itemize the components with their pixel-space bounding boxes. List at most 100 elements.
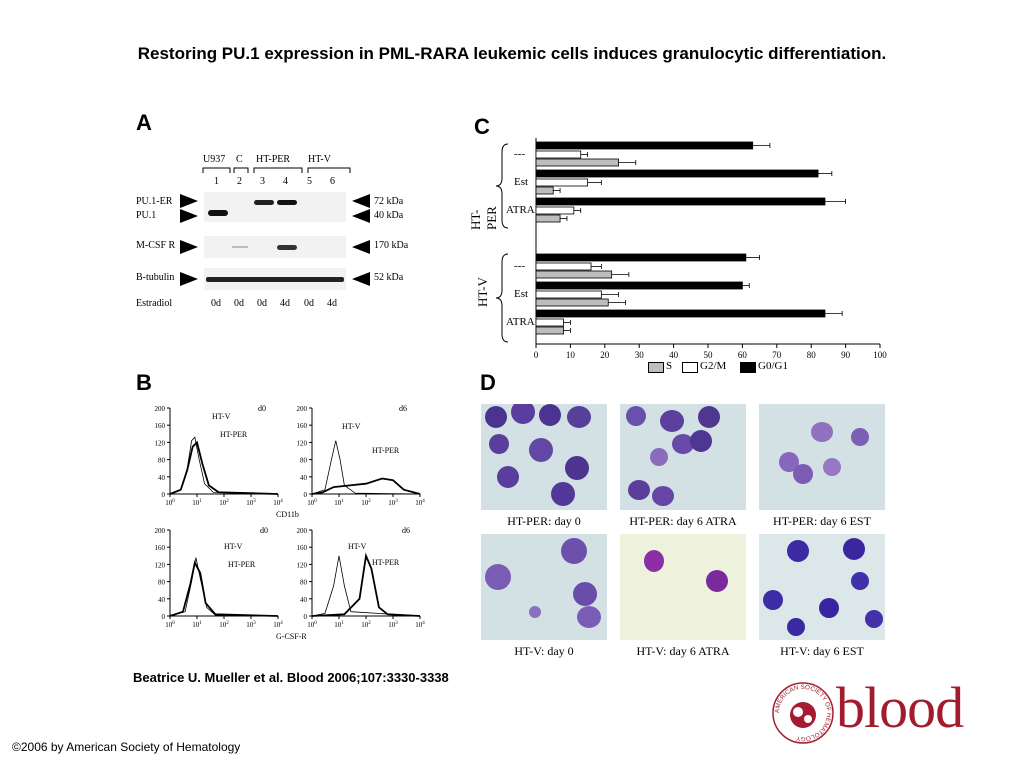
kda-label: 40 kDa — [374, 210, 404, 221]
chart-bar — [535, 150, 582, 159]
flow-x-tick-label: 103 — [388, 499, 398, 507]
flow-histogram-curve — [311, 440, 421, 495]
flow-x-tick-exponent: 0 — [314, 621, 317, 626]
chart-bar — [535, 186, 554, 195]
flow-x-tick-exponent: 3 — [253, 621, 256, 626]
flow-x-tick-label: 103 — [388, 621, 398, 629]
flow-y-tick-label: 120 — [155, 561, 166, 569]
flow-y-tick-label: 40 — [300, 474, 308, 482]
flow-x-tick-label: 103 — [246, 499, 256, 507]
flow-x-tick-label: 100 — [165, 621, 175, 629]
citation: Beatrice U. Mueller et al. Blood 2006;10… — [133, 670, 449, 685]
estradiol-value: 0d — [304, 298, 314, 309]
flow-xaxis-label: CD11b — [276, 510, 299, 519]
band — [254, 200, 274, 205]
chart-bar — [535, 178, 588, 187]
slide-title: Restoring PU.1 expression in PML-RARA le… — [137, 44, 887, 63]
legend-label: G2/M — [700, 360, 727, 372]
flow-x-tick-exponent: 1 — [199, 499, 202, 504]
lane-number: 6 — [330, 176, 335, 187]
flow-histogram-curve — [169, 560, 279, 617]
flow-y-tick-label: 40 — [158, 596, 166, 604]
chart-bar — [535, 270, 613, 279]
flow-y-tick-label: 160 — [155, 422, 166, 430]
flow-histogram-curve — [169, 440, 279, 495]
blot-row-label: M-CSF R — [136, 240, 176, 251]
flow-x-tick-label: 102 — [219, 499, 229, 507]
flow-histogram-curve — [169, 436, 279, 495]
flow-y-tick-label: 40 — [158, 474, 166, 482]
flow-x-tick-label: 104 — [415, 621, 425, 629]
flow-x-tick-exponent: 2 — [368, 499, 371, 504]
chart-bar — [535, 298, 609, 307]
flow-x-tick-exponent: 1 — [341, 499, 344, 504]
band — [206, 277, 344, 282]
flow-series-label: HT-V — [342, 422, 361, 431]
micrograph-htv-day0 — [481, 534, 607, 640]
chart-x-tick-label: 20 — [600, 350, 610, 360]
blot-row-label: B-tubulin — [136, 272, 175, 283]
chart-x-tick-label: 80 — [807, 350, 817, 360]
flow-y-tick-label: 80 — [158, 457, 166, 465]
flow-histogram-curve — [169, 557, 279, 617]
flow-x-tick-exponent: 4 — [280, 621, 283, 626]
flow-y-tick-label: 200 — [297, 527, 308, 535]
ash-seal-icon: AMERICAN SOCIETY OF HEMATOLOGY — [772, 682, 834, 744]
flow-x-tick-exponent: 0 — [172, 499, 175, 504]
legend-swatch-s — [648, 362, 664, 373]
lane-number: 1 — [214, 176, 219, 187]
micrograph-caption: HT-V: day 6 EST — [780, 644, 864, 658]
flow-y-tick-label: 160 — [297, 422, 308, 430]
panel-d-letter: D — [480, 370, 496, 395]
kda-label: 52 kDa — [374, 272, 404, 283]
flow-x-tick-exponent: 2 — [226, 621, 229, 626]
flow-x-tick-exponent: 0 — [314, 499, 317, 504]
blot-strip-tubulin — [204, 268, 346, 290]
chart-bar — [535, 141, 754, 150]
estradiol-value: 4d — [327, 298, 337, 309]
chart-bar — [535, 253, 747, 262]
panel-c-cell-cycle-chart: 0 10 20 30 40 50 60 70 80 90 100 HT-PER HT-V --- E… — [468, 134, 900, 378]
flow-x-tick-label: 104 — [273, 499, 283, 507]
panel-b-flow-histograms: 200 160 120 80 40 0 100 101 102 103 104 200 160 120 80… — [140, 396, 440, 646]
flow-y-tick-label: 40 — [300, 596, 308, 604]
flow-y-tick-label: 0 — [162, 613, 166, 621]
estradiol-value: 0d — [234, 298, 244, 309]
flow-x-tick-exponent: 4 — [280, 499, 283, 504]
panel-c-letter: C — [474, 114, 490, 139]
chart-bar — [535, 206, 575, 215]
blot-group-label: C — [236, 154, 243, 165]
flow-y-tick-label: 200 — [155, 405, 166, 413]
chart-bar — [535, 318, 564, 327]
flow-x-tick-label: 104 — [273, 621, 283, 629]
micrograph-caption: HT-PER: day 6 ATRA — [629, 514, 737, 528]
flow-y-tick-label: 200 — [155, 527, 166, 535]
micrograph-htper-day6-atra — [620, 404, 746, 510]
blot-group-brackets — [202, 167, 351, 173]
blot-group-label: HT-PER — [256, 154, 291, 165]
chart-x-tick-label: 40 — [669, 350, 679, 360]
chart-x-tick-label: 30 — [635, 350, 645, 360]
micrograph-caption: HT-PER: day 6 EST — [773, 514, 871, 528]
chart-row-label: Est — [514, 176, 529, 188]
blot-right-arrows — [352, 194, 370, 286]
chart-bar — [535, 169, 819, 178]
cell-cycle-bars-svg: 0 10 20 30 40 50 60 70 80 90 100 — [495, 138, 887, 360]
chart-bar — [535, 262, 592, 271]
flow-histogram-curve — [311, 477, 421, 495]
flow-x-tick-label: 102 — [361, 621, 371, 629]
blot-row-label: PU.1-ER — [136, 196, 173, 207]
flow-x-tick-label: 101 — [334, 499, 344, 507]
flow-x-tick-label: 101 — [192, 621, 202, 629]
flow-series-label: HT-PER — [372, 558, 400, 567]
blood-wordmark: blood — [836, 675, 964, 740]
chart-bar — [535, 281, 743, 290]
band — [208, 210, 228, 216]
flow-x-tick-exponent: 4 — [422, 499, 425, 504]
chart-row-label: Est — [514, 288, 529, 300]
flow-y-tick-label: 80 — [300, 579, 308, 587]
chart-bar — [535, 197, 826, 206]
estradiol-label: Estradiol — [136, 298, 173, 309]
micrograph-caption: HT-V: day 6 ATRA — [636, 644, 730, 658]
estradiol-value: 0d — [211, 298, 221, 309]
